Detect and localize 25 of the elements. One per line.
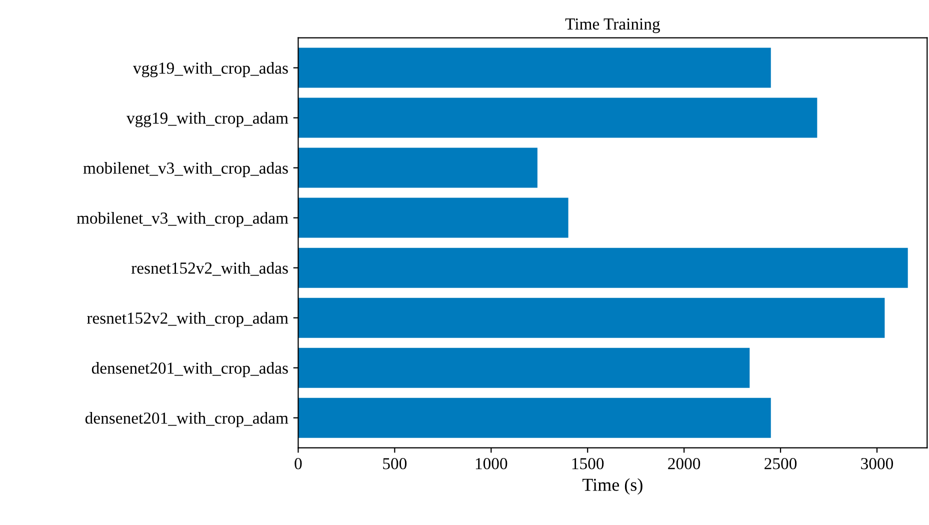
y-tick-label: mobilenet_v3_with_crop_adam	[76, 212, 288, 228]
y-tick-label: densenet201_with_crop_adam	[85, 412, 288, 428]
x-tick-label: 2000	[668, 458, 700, 470]
chart-title: Time Training	[565, 18, 660, 34]
x-axis-title: Time (s)	[582, 478, 642, 495]
y-tick-label: resnet152v2_with_crop_adam	[87, 312, 288, 328]
y-tick-label: vgg19_with_crop_adam	[126, 112, 288, 128]
y-tick-label: densenet201_with_crop_adas	[92, 362, 288, 378]
x-tick-label: 500	[383, 458, 407, 470]
bar	[298, 348, 750, 388]
y-tick-label: resnet152v2_with_adas	[131, 262, 288, 276]
bar	[298, 398, 771, 438]
bar	[298, 198, 568, 238]
bar	[298, 98, 818, 138]
bar	[298, 248, 908, 288]
x-tick-label: 1500	[572, 458, 604, 470]
y-tick-label: mobilenet_v3_with_crop_adas	[83, 162, 288, 178]
x-tick-label: 1000	[476, 458, 508, 470]
bar	[298, 298, 885, 338]
x-tick-label: 2500	[764, 458, 797, 470]
y-tick-label: vgg19_with_crop_adas	[132, 62, 288, 78]
bar	[298, 148, 538, 188]
x-tick-label: 0	[294, 458, 302, 470]
bar	[298, 48, 771, 88]
x-tick-label: 3000	[861, 458, 894, 470]
